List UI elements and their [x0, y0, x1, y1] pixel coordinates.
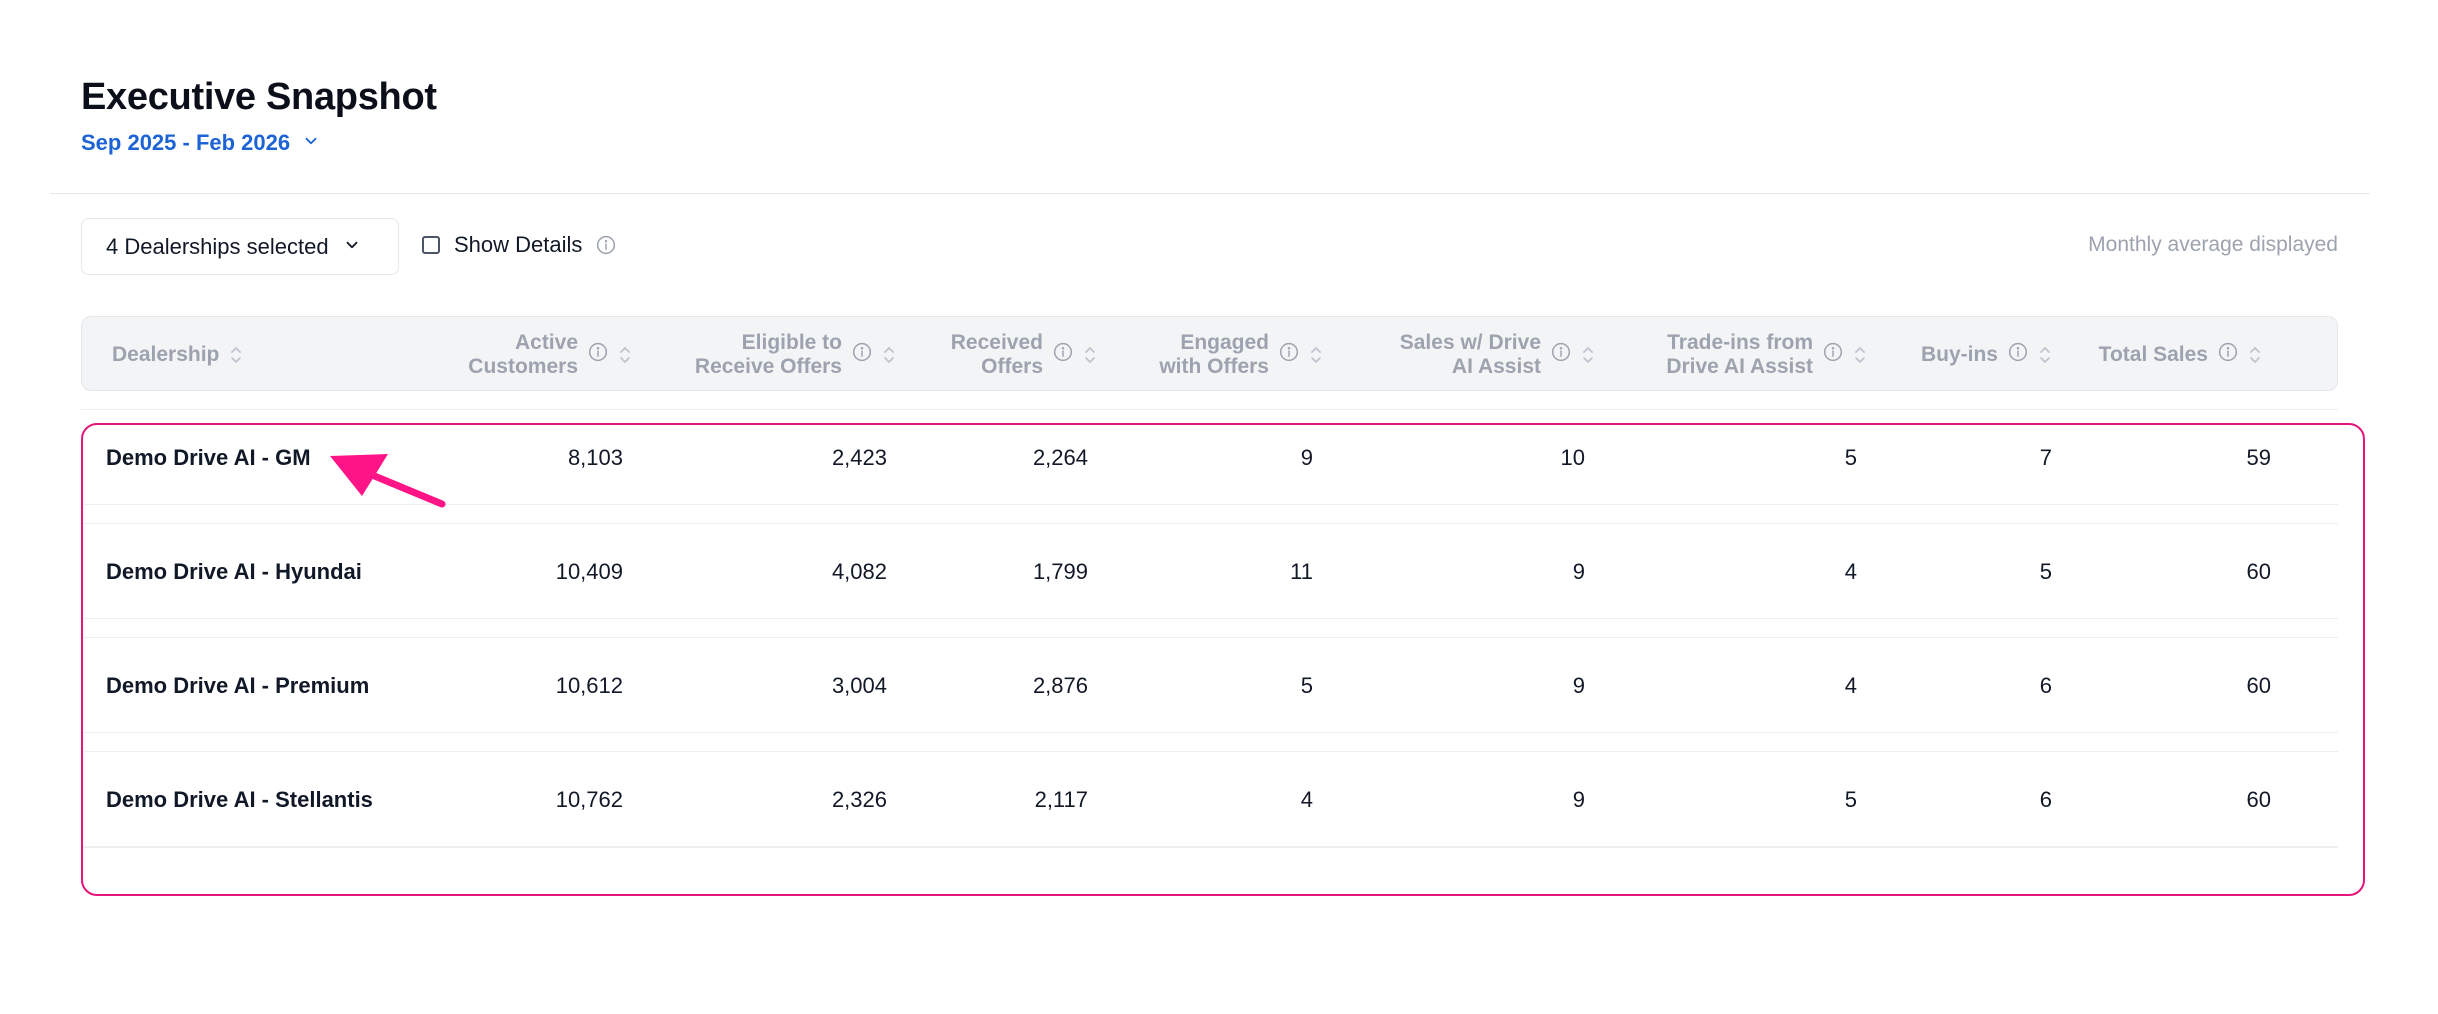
sort-icon[interactable] [618, 345, 632, 365]
column-header-label: Engaged with Offers [1159, 330, 1269, 378]
chevron-down-icon [343, 234, 361, 260]
show-details-checkbox[interactable] [422, 236, 440, 254]
info-icon[interactable] [1823, 342, 1843, 368]
sort-icon[interactable] [1581, 345, 1595, 365]
cell-eligible: 3,004 [831, 672, 887, 698]
show-details-label[interactable]: Show Details [454, 232, 583, 257]
table-row[interactable]: Demo Drive AI - GM 8,103 2,423 2,264 9 10 5 7 59 [81, 409, 2338, 506]
cell-sales: 9 [1572, 672, 1585, 698]
cell-active: 10,612 [555, 672, 623, 698]
row-divider [81, 618, 2338, 619]
cell-sales: 9 [1572, 558, 1585, 584]
monthly-average-note: Monthly average displayed [2088, 233, 2338, 256]
column-header-buyins[interactable]: Buy-ins [1921, 317, 2052, 392]
column-header-label: Buy-ins [1920, 342, 1998, 366]
sort-icon[interactable] [229, 345, 243, 365]
cell-total: 60 [2246, 558, 2271, 584]
chevron-down-icon [302, 130, 320, 156]
info-icon[interactable] [2008, 342, 2028, 368]
sort-icon[interactable] [1309, 345, 1323, 365]
sort-icon[interactable] [2038, 345, 2052, 365]
column-header-label: Total Sales [2098, 342, 2208, 366]
cell-buyins: 6 [2039, 672, 2052, 698]
cell-total: 60 [2246, 786, 2271, 812]
column-header-active[interactable]: Active Customers [468, 317, 632, 392]
column-header-sales[interactable]: Sales w/ Drive AI Assist [1400, 317, 1595, 392]
row-divider [81, 846, 2338, 847]
cell-received: 2,117 [1034, 786, 1088, 812]
cell-tradeins: 5 [1844, 444, 1857, 470]
column-header-eligible[interactable]: Eligible to Receive Offers [695, 317, 896, 392]
cell-tradeins: 4 [1844, 558, 1857, 584]
info-icon[interactable] [1279, 342, 1299, 368]
column-header-total[interactable]: Total Sales [2099, 317, 2262, 392]
column-header-label: Dealership [112, 342, 220, 366]
sort-icon[interactable] [1083, 345, 1097, 365]
cell-dealership: Demo Drive AI - Premium [106, 672, 370, 698]
info-icon[interactable] [852, 342, 872, 368]
column-header-received[interactable]: Received Offers [951, 317, 1097, 392]
cell-active: 10,409 [555, 558, 623, 584]
info-icon[interactable] [1053, 342, 1073, 368]
table-row[interactable]: Demo Drive AI - Premium 10,612 3,004 2,876 5… [81, 637, 2338, 734]
column-header-label: Received Offers [950, 330, 1043, 378]
column-header-label: Eligible to Receive Offers [694, 330, 842, 378]
info-icon[interactable] [2218, 342, 2238, 368]
cell-eligible: 2,423 [831, 444, 887, 470]
date-range-selector[interactable]: Sep 2025 - Feb 2026 [81, 130, 320, 156]
show-details-toggle: Show Details [422, 232, 616, 258]
table-row[interactable]: Demo Drive AI - Hyundai 10,409 4,082 1,799 1… [81, 523, 2338, 620]
pointer-arrow-icon [330, 454, 446, 508]
cell-sales: 9 [1572, 786, 1585, 812]
cell-received: 1,799 [1032, 558, 1088, 584]
cell-buyins: 6 [2039, 786, 2052, 812]
cell-engaged: 4 [1300, 786, 1313, 812]
row-divider [81, 751, 2338, 752]
cell-tradeins: 4 [1844, 672, 1857, 698]
info-icon[interactable] [1551, 342, 1571, 368]
info-icon[interactable] [588, 342, 608, 368]
cell-dealership: Demo Drive AI - Hyundai [106, 558, 362, 584]
row-divider [81, 732, 2338, 733]
dealership-select[interactable]: 4 Dealerships selected [81, 218, 399, 275]
row-divider [81, 637, 2338, 638]
cell-active: 8,103 [567, 444, 623, 470]
table-header: Dealership Active Customers Eligible to Rece… [81, 316, 2338, 391]
page-title: Executive Snapshot [81, 76, 437, 118]
cell-received: 2,876 [1032, 672, 1088, 698]
cell-sales: 10 [1560, 444, 1585, 470]
cell-total: 59 [2246, 444, 2271, 470]
info-icon[interactable] [596, 235, 616, 255]
column-header-label: Active Customers [468, 330, 578, 378]
cell-dealership: Demo Drive AI - Stellantis [106, 786, 373, 812]
column-header-tradeins[interactable]: Trade-ins from Drive AI Assist [1666, 317, 1867, 392]
cell-active: 10,762 [555, 786, 623, 812]
cell-eligible: 4,082 [831, 558, 887, 584]
column-header-dealership[interactable]: Dealership [112, 317, 243, 392]
cell-tradeins: 5 [1844, 786, 1857, 812]
row-divider [81, 523, 2338, 524]
sort-icon[interactable] [1853, 345, 1867, 365]
column-header-label: Sales w/ Drive AI Assist [1399, 330, 1541, 378]
column-header-label: Trade-ins from Drive AI Assist [1666, 330, 1813, 378]
sort-icon[interactable] [882, 345, 896, 365]
table-row[interactable]: Demo Drive AI - Stellantis 10,762 2,326 2,1… [81, 751, 2338, 848]
cell-buyins: 5 [2039, 558, 2052, 584]
column-header-engaged[interactable]: Engaged with Offers [1159, 317, 1323, 392]
cell-received: 2,264 [1032, 444, 1088, 470]
cell-eligible: 2,326 [831, 786, 887, 812]
row-divider [81, 409, 2338, 410]
cell-engaged: 11 [1290, 558, 1313, 584]
row-divider [81, 504, 2338, 505]
sort-icon[interactable] [2248, 345, 2262, 365]
date-range-label: Sep 2025 - Feb 2026 [81, 130, 291, 155]
dealership-select-label: 4 Dealerships selected [106, 233, 329, 259]
header-divider [50, 193, 2370, 194]
row-divider [81, 847, 2338, 848]
cell-engaged: 5 [1300, 672, 1313, 698]
cell-total: 60 [2246, 672, 2271, 698]
cell-dealership: Demo Drive AI - GM [106, 444, 311, 470]
cell-buyins: 7 [2039, 444, 2052, 470]
cell-engaged: 9 [1300, 444, 1313, 470]
